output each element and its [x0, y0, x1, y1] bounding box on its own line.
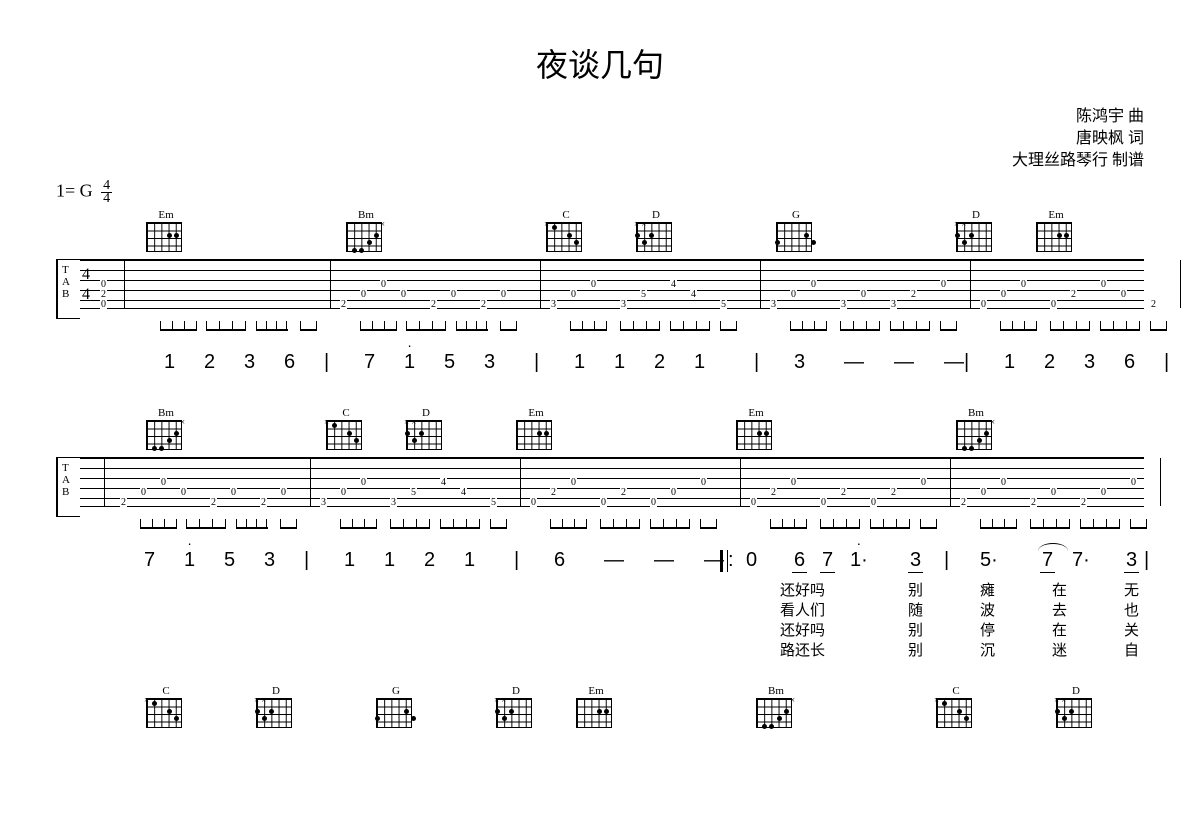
chord-diagram: G	[376, 685, 416, 728]
repeat-start: :	[720, 549, 734, 572]
chord-diagram: Em	[1036, 209, 1076, 252]
system-2: Bm× C× D×× Em Em Bm× TAB 20002020300354450200…	[56, 407, 1144, 657]
tab-staff: 2000202030035445020020000200202020020200	[80, 457, 1144, 507]
chord-diagram: D××	[1056, 685, 1096, 728]
chord-diagram: Bm×	[346, 209, 386, 252]
chord-diagram: Em	[146, 209, 186, 252]
lyrics-block: 还好吗别瘫在无看人们随波去也还好吗别停在关路还长别沉迷自	[80, 579, 1144, 657]
composer-credit: 陈鸿宇 曲	[56, 106, 1144, 128]
chord-diagram: Em	[736, 407, 776, 450]
chord-diagram: D××	[256, 685, 296, 728]
transcriber-credit: 大理丝路琴行 制谱	[56, 150, 1144, 172]
system-3: C× D×× G D×× Em Bm× C× D××	[56, 685, 1144, 733]
tab-clef: TAB	[56, 259, 80, 319]
system-1: EmBm×C×D××GD××Em TAB 4 4 020202022000202…	[56, 209, 1144, 379]
jianpu-row: 7153|1121|6———:0671·3|5·77·3|	[80, 549, 1144, 577]
chord-diagram: Em	[576, 685, 616, 728]
chord-diagram: C×	[326, 407, 366, 450]
time-signature: 4 4	[101, 180, 112, 205]
chord-diagram: C×	[936, 685, 976, 728]
tab-clef: TAB	[56, 457, 80, 517]
chord-row: Em Bm× C× D×× G D×× Em	[56, 209, 1144, 257]
chord-diagram: G	[776, 209, 816, 252]
beam-row	[100, 321, 1144, 335]
chord-diagram: D××	[956, 209, 996, 252]
key-signature: 1= G 4 4	[56, 180, 1144, 205]
lyric-line: 路还长别沉迷自	[80, 639, 1144, 657]
lyric-line: 还好吗别停在关	[80, 619, 1144, 637]
lyric-line: 还好吗别瘫在无	[80, 579, 1144, 597]
chord-diagram: Bm×	[146, 407, 186, 450]
chord-row: C× D×× G D×× Em Bm× C× D××	[56, 685, 1144, 733]
chord-diagram: Bm×	[756, 685, 796, 728]
lyric-line: 看人们随波去也	[80, 599, 1144, 617]
chord-diagram: Bm×	[956, 407, 996, 450]
beam-row	[80, 519, 1144, 533]
song-title: 夜谈几句	[56, 40, 1144, 86]
credits: 陈鸿宇 曲 唐映枫 词 大理丝路琴行 制谱	[56, 106, 1144, 172]
tab-staff: 0202020220002020300354453003032000002002	[100, 259, 1144, 309]
chord-diagram: C×	[146, 685, 186, 728]
lyricist-credit: 唐映枫 词	[56, 128, 1144, 150]
chord-diagram: D××	[496, 685, 536, 728]
chord-diagram: Em	[516, 407, 556, 450]
jianpu-row: 1236|7153|1121|3———|1236|	[100, 351, 1144, 379]
chord-row: Bm× C× D×× Em Em Bm×	[56, 407, 1144, 455]
chord-diagram: D××	[636, 209, 676, 252]
chord-diagram: D××	[406, 407, 446, 450]
chord-diagram: C×	[546, 209, 586, 252]
